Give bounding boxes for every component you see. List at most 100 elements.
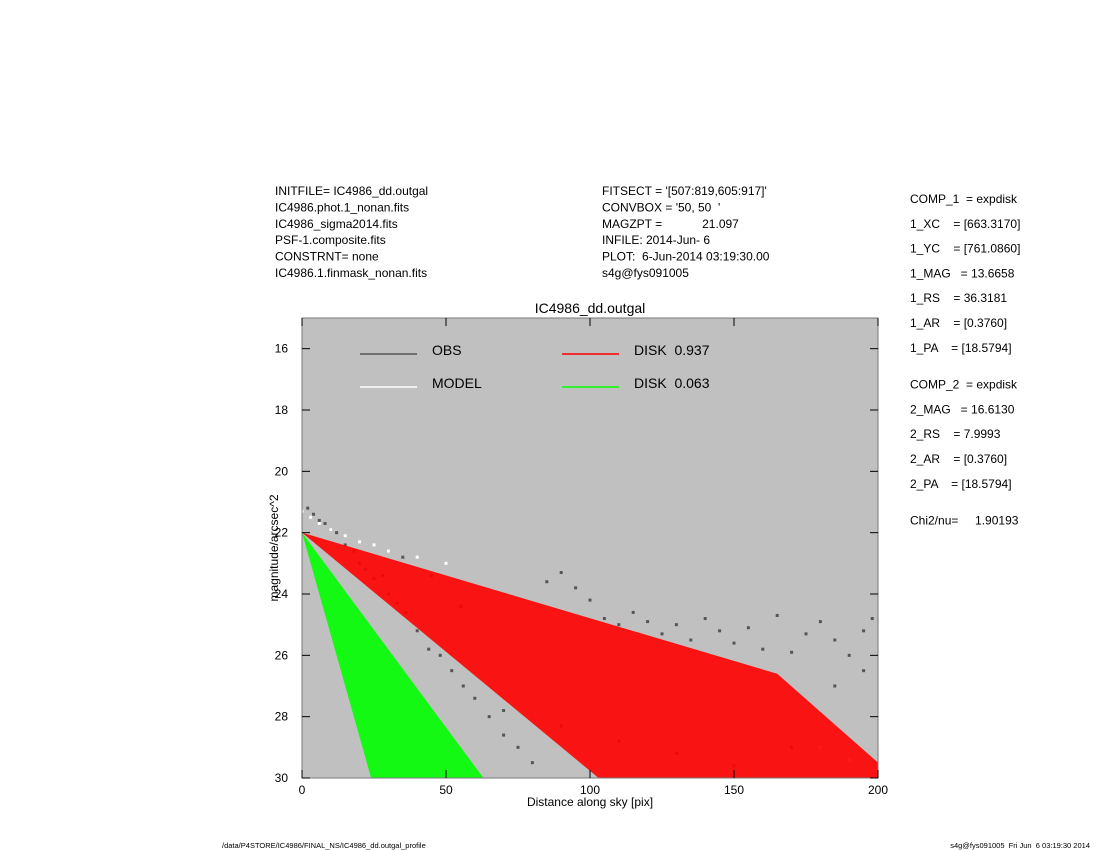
data-point xyxy=(674,623,678,627)
param-line: 1_MAG = 13.6658 xyxy=(910,266,1015,280)
x-tick-label: 50 xyxy=(439,783,453,797)
data-point xyxy=(317,518,321,522)
data-point xyxy=(312,512,316,516)
x-tick-label: 0 xyxy=(299,783,306,797)
data-point xyxy=(847,653,851,657)
y-tick-label: 24 xyxy=(275,587,289,601)
data-point xyxy=(415,629,419,633)
data-point xyxy=(862,669,866,673)
header-line: MAGZPT = 21.097 xyxy=(602,217,739,231)
legend-label: DISK 0.063 xyxy=(634,375,710,391)
x-axis-label: Distance along sky [pix] xyxy=(527,795,653,809)
data-point xyxy=(545,580,549,584)
header-line: CONSTRNT= none xyxy=(275,250,379,264)
param-line: 1_RS = 36.3181 xyxy=(910,291,1007,305)
param-line: 2_RS = 7.9993 xyxy=(910,427,1001,441)
data-point xyxy=(833,684,837,688)
header-line: FITSECT = '[507:819,605:917]' xyxy=(602,184,767,198)
data-point xyxy=(574,586,578,590)
data-point xyxy=(502,709,506,713)
x-tick-label: 100 xyxy=(580,783,600,797)
y-tick-label: 20 xyxy=(275,464,289,478)
param-line: 2_MAG = 16.6130 xyxy=(910,402,1015,416)
data-point xyxy=(775,613,779,617)
data-point xyxy=(335,531,339,535)
data-point xyxy=(343,534,347,538)
param-line: 1_AR = [0.3760] xyxy=(910,316,1007,330)
data-point xyxy=(631,610,635,614)
data-point xyxy=(588,598,592,602)
data-point xyxy=(530,761,534,765)
data-point xyxy=(559,571,563,575)
y-tick-label: 18 xyxy=(275,403,289,417)
data-point xyxy=(502,733,506,737)
data-point xyxy=(438,653,442,657)
legend-label: DISK 0.937 xyxy=(634,342,710,358)
data-point xyxy=(401,555,405,559)
data-point xyxy=(309,515,313,519)
data-point xyxy=(602,617,606,621)
y-tick-label: 16 xyxy=(275,342,289,356)
data-point xyxy=(790,650,794,654)
legend-label: MODEL xyxy=(432,375,482,391)
data-point xyxy=(461,684,465,688)
data-point xyxy=(415,555,419,559)
data-point xyxy=(761,647,765,651)
y-tick-label: 26 xyxy=(275,648,289,662)
footer-stamp: s4g@fys091005 Fri Jun 6 03:19:30 2014 xyxy=(950,841,1090,850)
y-tick-label: 30 xyxy=(275,771,289,785)
data-point xyxy=(732,641,736,645)
header-line: IC4986_sigma2014.fits xyxy=(275,217,398,231)
y-tick-label: 22 xyxy=(275,526,289,540)
data-point xyxy=(372,543,376,547)
data-point xyxy=(703,617,707,621)
param-line: Chi2/nu= 1.90193 xyxy=(910,514,1019,528)
header-line: CONVBOX = '50, 50 ' xyxy=(602,200,720,214)
data-point xyxy=(870,617,874,621)
data-point xyxy=(804,632,808,636)
param-line: 1_YC = [761.0860] xyxy=(910,242,1020,256)
header-line: IC4986.phot.1_nonan.fits xyxy=(275,200,409,214)
data-point xyxy=(833,638,837,642)
footer-path: /data/P4STORE/IC4986/FINAL_NS/IC4986_dd.… xyxy=(222,841,426,850)
x-tick-label: 200 xyxy=(868,783,888,797)
data-point xyxy=(444,561,448,565)
data-point xyxy=(862,629,866,633)
param-line: 1_XC = [663.3170] xyxy=(910,217,1020,231)
header-line: INITFILE= IC4986_dd.outgal xyxy=(275,184,428,198)
header-line: INFILE: 2014-Jun- 6 xyxy=(602,233,710,247)
data-point xyxy=(718,629,722,633)
data-point xyxy=(660,632,664,636)
header-line: IC4986.1.finmask_nonan.fits xyxy=(275,266,427,280)
data-point xyxy=(818,620,822,624)
data-point xyxy=(358,540,362,544)
legend-label: OBS xyxy=(432,342,462,358)
header-line: s4g@fys091005 xyxy=(602,266,689,280)
data-point xyxy=(317,521,321,525)
header-line: PSF-1.composite.fits xyxy=(275,233,386,247)
param-line: COMP_2 = expdisk xyxy=(910,378,1018,392)
param-line: 1_PA = [18.5794] xyxy=(910,341,1012,355)
data-point xyxy=(689,638,693,642)
data-point xyxy=(386,549,390,553)
data-point xyxy=(323,521,327,525)
model-wedge xyxy=(302,532,484,778)
param-line: 2_PA = [18.5794] xyxy=(910,477,1012,491)
data-point xyxy=(450,669,454,673)
data-point xyxy=(329,528,333,532)
chart-title: IC4986_dd.outgal xyxy=(535,300,646,316)
data-point xyxy=(516,745,520,749)
x-tick-label: 150 xyxy=(724,783,744,797)
header-line: PLOT: 6-Jun-2014 03:19:30.00 xyxy=(602,250,770,264)
param-line: 2_AR = [0.3760] xyxy=(910,452,1007,466)
data-point xyxy=(306,506,310,510)
model-wedge xyxy=(302,532,878,778)
data-point xyxy=(646,620,650,624)
data-point xyxy=(617,623,621,627)
param-line: COMP_1 = expdisk xyxy=(910,192,1018,206)
y-tick-label: 28 xyxy=(275,710,289,724)
data-point xyxy=(746,626,750,630)
y-axis-label: magnitude/arcsec^2 xyxy=(267,494,281,601)
data-point xyxy=(473,696,477,700)
